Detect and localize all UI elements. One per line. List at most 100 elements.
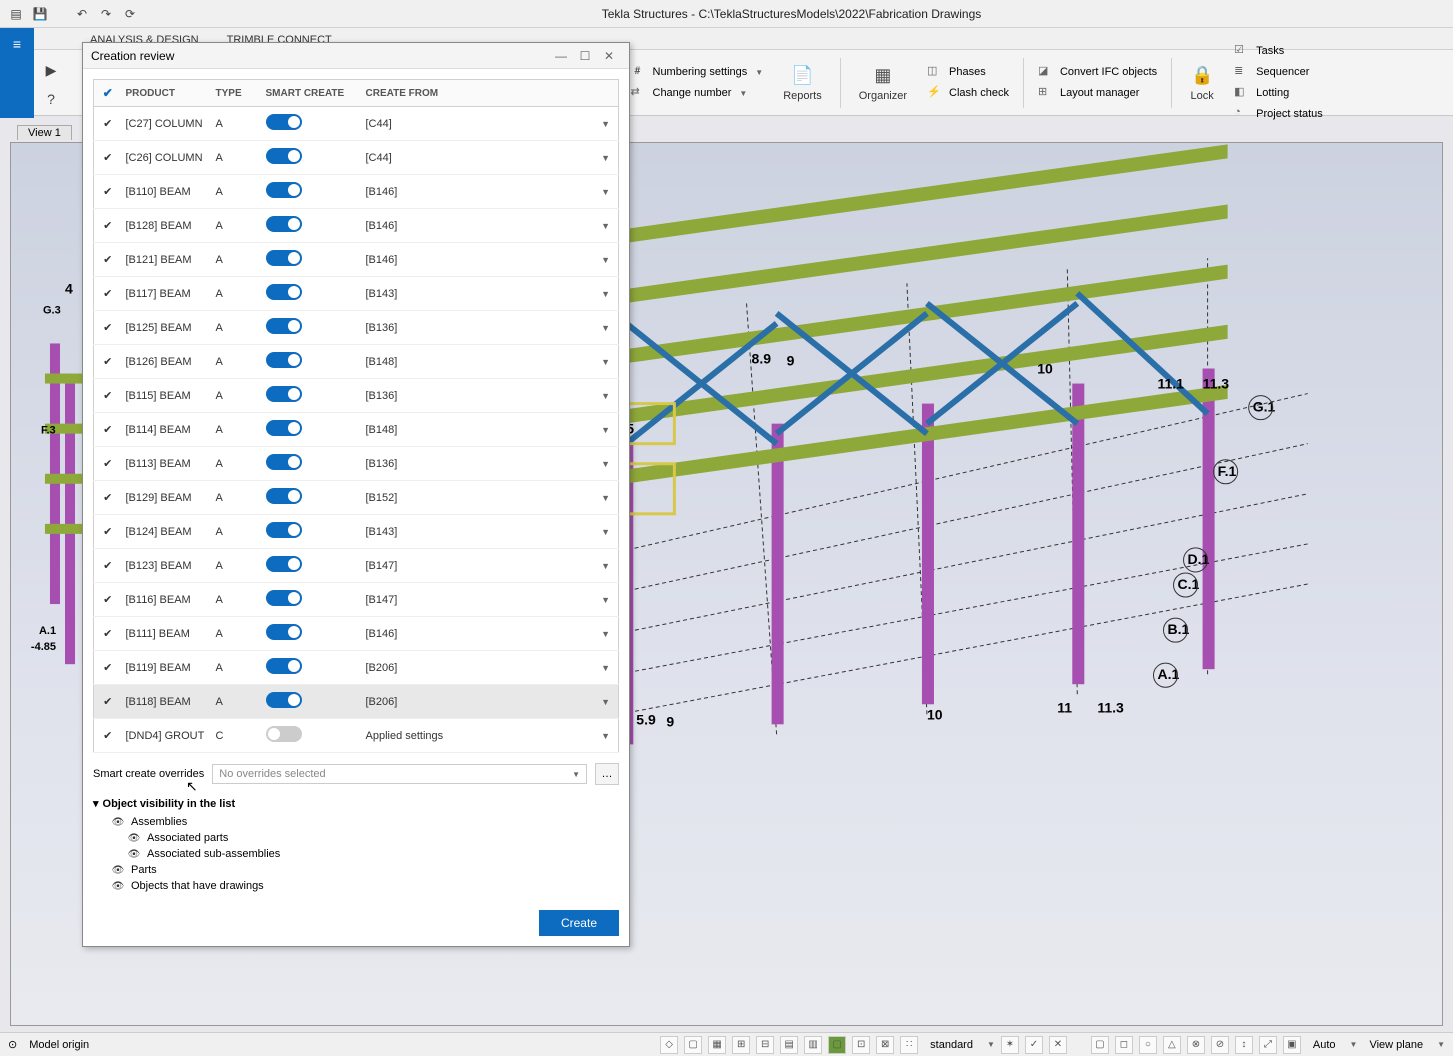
cell-smart[interactable] (262, 617, 362, 651)
vis-parts[interactable]: 👁Parts (111, 862, 619, 878)
sb-icon[interactable]: ∷ (900, 1036, 918, 1054)
sb-icon[interactable]: ⊠ (876, 1036, 894, 1054)
sb-icon[interactable]: ↕ (1235, 1036, 1253, 1054)
cell-smart[interactable] (262, 413, 362, 447)
standard-select[interactable]: standard (924, 1039, 979, 1051)
cell-from[interactable]: [C44]▼ (362, 107, 619, 141)
lotting-button[interactable]: ◧Lotting (1226, 83, 1331, 103)
organizer-button[interactable]: ▦Organizer (847, 60, 919, 106)
cell-smart[interactable] (262, 651, 362, 685)
cell-smart[interactable] (262, 379, 362, 413)
vis-assemblies[interactable]: 👁Assemblies (111, 814, 619, 830)
sb-icon[interactable]: ⊗ (1187, 1036, 1205, 1054)
table-row[interactable]: ✔[B123] BEAMA[B147]▼ (94, 549, 619, 583)
sb-icon[interactable]: ◻ (1115, 1036, 1133, 1054)
viewplane-select[interactable]: View plane (1363, 1039, 1429, 1051)
sb-icon[interactable]: ▢ (828, 1036, 846, 1054)
cell-from[interactable]: [C44]▼ (362, 141, 619, 175)
layout-button[interactable]: ⊞Layout manager (1030, 83, 1165, 103)
row-check-icon[interactable]: ✔ (94, 515, 122, 549)
table-row[interactable]: ✔[B126] BEAMA[B148]▼ (94, 345, 619, 379)
tasks-button[interactable]: ☑Tasks (1226, 41, 1331, 61)
row-check-icon[interactable]: ✔ (94, 107, 122, 141)
table-row[interactable]: ✔[B116] BEAMA[B147]▼ (94, 583, 619, 617)
row-check-icon[interactable]: ✔ (94, 345, 122, 379)
vis-sub[interactable]: 👁Associated sub-assemblies (111, 846, 619, 862)
maximize-icon[interactable]: ☐ (573, 49, 597, 63)
cell-from[interactable]: [B152]▼ (362, 481, 619, 515)
lock-button[interactable]: 🔒Lock (1178, 60, 1226, 106)
reports-button[interactable]: 📄Reports (771, 60, 834, 106)
row-check-icon[interactable]: ✔ (94, 311, 122, 345)
sb-icon[interactable]: ▣ (1283, 1036, 1301, 1054)
cell-from[interactable]: [B147]▼ (362, 549, 619, 583)
table-row[interactable]: ✔[B129] BEAMA[B152]▼ (94, 481, 619, 515)
cell-from[interactable]: [B147]▼ (362, 583, 619, 617)
row-check-icon[interactable]: ✔ (94, 549, 122, 583)
sb-icon[interactable]: ○ (1139, 1036, 1157, 1054)
sb-icon[interactable]: ⊟ (756, 1036, 774, 1054)
sb-icon[interactable]: ✕ (1049, 1036, 1067, 1054)
row-check-icon[interactable]: ✔ (94, 583, 122, 617)
sb-icon[interactable]: ⊞ (732, 1036, 750, 1054)
new-icon[interactable]: ▤ (8, 6, 24, 22)
sb-icon[interactable]: ▦ (708, 1036, 726, 1054)
ifc-button[interactable]: ◪Convert IFC objects (1030, 62, 1165, 82)
table-row[interactable]: ✔[B111] BEAMA[B146]▼ (94, 617, 619, 651)
help-icon[interactable]: ? (47, 91, 55, 107)
cell-smart[interactable] (262, 685, 362, 719)
row-check-icon[interactable]: ✔ (94, 277, 122, 311)
view-tab[interactable]: View 1 (17, 125, 72, 140)
cell-from[interactable]: [B143]▼ (362, 515, 619, 549)
row-check-icon[interactable]: ✔ (94, 175, 122, 209)
sb-icon[interactable]: ✶ (1001, 1036, 1019, 1054)
cell-smart[interactable] (262, 277, 362, 311)
table-row[interactable]: ✔[B117] BEAMA[B143]▼ (94, 277, 619, 311)
col-from[interactable]: CREATE FROM (362, 80, 619, 107)
cell-smart[interactable] (262, 175, 362, 209)
cell-from[interactable]: [B143]▼ (362, 277, 619, 311)
col-type[interactable]: TYPE (212, 80, 262, 107)
sb-icon[interactable]: ▢ (1091, 1036, 1109, 1054)
cell-from[interactable]: [B146]▼ (362, 617, 619, 651)
vis-assoc-parts[interactable]: 👁Associated parts (111, 830, 619, 846)
sequencer-button[interactable]: ≣Sequencer (1226, 62, 1331, 82)
sb-icon[interactable]: ▢ (684, 1036, 702, 1054)
cell-from[interactable]: [B136]▼ (362, 379, 619, 413)
minimize-icon[interactable]: — (549, 49, 573, 63)
row-check-icon[interactable]: ✔ (94, 413, 122, 447)
table-row[interactable]: ✔[B128] BEAMA[B146]▼ (94, 209, 619, 243)
phases-button[interactable]: ◫Phases (919, 62, 1017, 82)
cell-smart[interactable] (262, 447, 362, 481)
col-smart[interactable]: SMART CREATE (262, 80, 362, 107)
sb-icon[interactable]: ⤢ (1259, 1036, 1277, 1054)
auto-select[interactable]: Auto (1307, 1039, 1342, 1051)
sb-icon[interactable]: ✓ (1025, 1036, 1043, 1054)
cell-smart[interactable] (262, 141, 362, 175)
cell-smart[interactable] (262, 549, 362, 583)
close-icon[interactable]: ✕ (597, 49, 621, 63)
visibility-header[interactable]: ▾ Object visibility in the list (93, 797, 619, 810)
cursor-icon[interactable]: ▶ (46, 62, 57, 79)
sb-icon[interactable]: ◇ (660, 1036, 678, 1054)
table-row[interactable]: ✔[B125] BEAMA[B136]▼ (94, 311, 619, 345)
table-row[interactable]: ✔[B124] BEAMA[B143]▼ (94, 515, 619, 549)
numbering-settings[interactable]: #️Numbering settings▼ (623, 62, 772, 82)
cell-smart[interactable] (262, 719, 362, 753)
row-check-icon[interactable]: ✔ (94, 209, 122, 243)
redo-icon[interactable]: ↷ (98, 6, 114, 22)
row-check-icon[interactable]: ✔ (94, 685, 122, 719)
row-check-icon[interactable]: ✔ (94, 719, 122, 753)
cell-from[interactable]: [B146]▼ (362, 209, 619, 243)
cell-smart[interactable] (262, 209, 362, 243)
vis-have[interactable]: 👁Objects that have drawings (111, 878, 619, 894)
table-row[interactable]: ✔[B114] BEAMA[B148]▼ (94, 413, 619, 447)
table-row[interactable]: ✔[B110] BEAMA[B146]▼ (94, 175, 619, 209)
sb-icon[interactable]: △ (1163, 1036, 1181, 1054)
table-row[interactable]: ✔[B118] BEAMA[B206]▼ (94, 685, 619, 719)
table-row[interactable]: ✔[C27] COLUMNA[C44]▼ (94, 107, 619, 141)
table-row[interactable]: ✔[B119] BEAMA[B206]▼ (94, 651, 619, 685)
sb-icon[interactable]: ▤ (780, 1036, 798, 1054)
cell-smart[interactable] (262, 481, 362, 515)
header-check-icon[interactable]: ✔ (103, 86, 113, 100)
